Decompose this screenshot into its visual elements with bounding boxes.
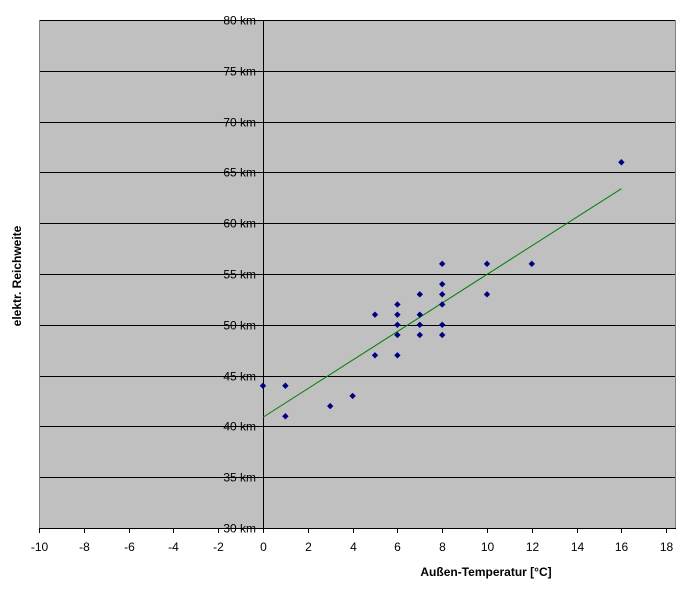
data-point bbox=[349, 392, 356, 400]
y-tick-label: 30 km bbox=[223, 522, 256, 536]
data-point bbox=[394, 331, 401, 339]
data-point bbox=[439, 260, 446, 268]
y-tick-label: 50 km bbox=[223, 319, 256, 333]
y-tick-label: 40 km bbox=[223, 420, 256, 434]
data-point bbox=[439, 280, 446, 288]
y-tick-label: 75 km bbox=[223, 65, 256, 79]
data-point bbox=[416, 321, 423, 328]
data-point bbox=[439, 331, 446, 339]
data-point bbox=[439, 291, 446, 298]
y-tick-label: 60 km bbox=[223, 217, 256, 231]
x-tick-label: 6 bbox=[394, 540, 401, 554]
data-points bbox=[259, 159, 625, 420]
x-tick-label: -2 bbox=[213, 540, 224, 554]
data-point bbox=[416, 331, 423, 339]
y-tick-label: 35 km bbox=[223, 471, 256, 485]
y-axis-title: elektr. Reichweite bbox=[10, 225, 24, 326]
x-tick-label: 14 bbox=[571, 540, 585, 554]
axes bbox=[39, 20, 676, 533]
data-point bbox=[371, 311, 379, 318]
data-point bbox=[528, 260, 535, 268]
data-point bbox=[259, 382, 267, 389]
data-point bbox=[394, 352, 401, 359]
y-tick-label: 70 km bbox=[223, 116, 256, 130]
x-tick-label: 2 bbox=[305, 540, 312, 554]
x-tick-label: -8 bbox=[79, 540, 90, 554]
data-point bbox=[394, 301, 401, 308]
y-tick-label: 80 km bbox=[223, 14, 256, 28]
data-point bbox=[483, 260, 491, 268]
y-tick-label: 65 km bbox=[223, 166, 256, 180]
y-tick-label: 55 km bbox=[223, 268, 256, 282]
x-tick-label: 18 bbox=[660, 540, 674, 554]
y-tick-label: 45 km bbox=[223, 370, 256, 384]
data-point bbox=[439, 301, 446, 308]
x-axis-title: Außen-Temperatur [°C] bbox=[420, 565, 551, 579]
gridlines bbox=[39, 20, 676, 529]
x-tick-label: 16 bbox=[615, 540, 629, 554]
x-tick-label: 8 bbox=[439, 540, 446, 554]
x-tick-label: -4 bbox=[168, 540, 179, 554]
x-tick-label: -10 bbox=[31, 540, 49, 554]
x-tick-label: 12 bbox=[526, 540, 540, 554]
data-point bbox=[282, 382, 289, 389]
x-tick-label: 0 bbox=[260, 540, 267, 554]
data-point bbox=[416, 311, 423, 318]
data-point bbox=[439, 321, 446, 328]
data-point bbox=[327, 402, 334, 410]
data-point bbox=[618, 159, 625, 166]
data-point bbox=[394, 311, 401, 318]
tick-labels: 30 km 35 km 40 km 45 km 50 km 55 km 60 km 65 km… bbox=[31, 14, 674, 555]
x-tick-label: 10 bbox=[481, 540, 495, 554]
data-point bbox=[394, 321, 401, 328]
x-tick-label: -6 bbox=[124, 540, 135, 554]
data-point bbox=[371, 352, 379, 359]
data-point bbox=[282, 413, 289, 420]
x-tick-label: 4 bbox=[350, 540, 357, 554]
data-point bbox=[483, 291, 491, 298]
data-point bbox=[416, 291, 423, 298]
